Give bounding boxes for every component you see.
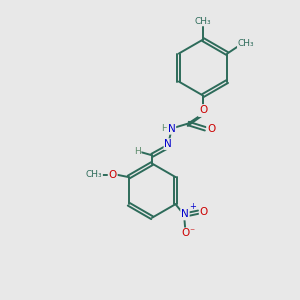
Text: CH₃: CH₃ bbox=[238, 39, 254, 48]
Text: CH₃: CH₃ bbox=[85, 170, 102, 179]
Text: O: O bbox=[109, 170, 117, 180]
Text: +: + bbox=[189, 202, 196, 211]
Text: CH₃: CH₃ bbox=[195, 16, 211, 26]
Text: H: H bbox=[161, 124, 167, 133]
Text: O: O bbox=[200, 207, 208, 217]
Text: N: N bbox=[164, 139, 172, 149]
Text: O: O bbox=[199, 105, 207, 115]
Text: O: O bbox=[181, 228, 189, 238]
Text: ⁻: ⁻ bbox=[189, 228, 194, 238]
Text: N: N bbox=[181, 209, 189, 220]
Text: H: H bbox=[134, 147, 141, 156]
Text: O: O bbox=[199, 106, 207, 116]
Text: N: N bbox=[168, 124, 176, 134]
Text: O: O bbox=[207, 124, 215, 134]
